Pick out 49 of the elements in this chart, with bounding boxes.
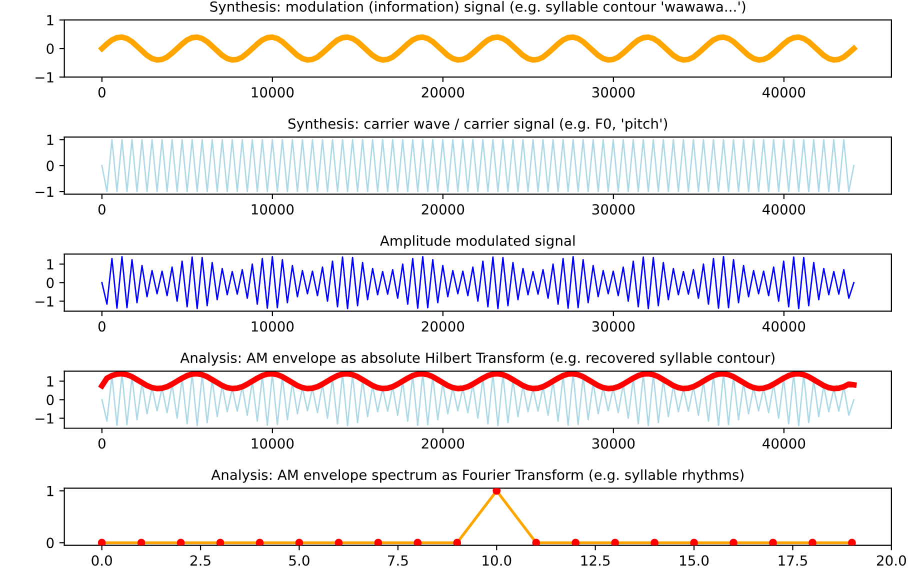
y-tick-label: 0 <box>46 160 54 172</box>
x-tick-label: 10000 <box>252 321 294 332</box>
line-series <box>101 256 855 310</box>
y-tick-label: 0 <box>46 278 54 288</box>
x-tick-label: 7.5 <box>388 555 408 566</box>
chart-title: Synthesis: carrier wave / carrier signal (e.g. F0, 'pitch') <box>288 118 668 132</box>
chart-title: Analysis: AM envelope as absolute Hilbert Transform (e.g. recovered syllable contour) <box>180 352 774 366</box>
x-tick-label: 30000 <box>592 438 635 449</box>
x-tick-label: 20000 <box>422 438 464 449</box>
x-tick-label: 17.5 <box>778 555 807 566</box>
x-tick-label: 10.0 <box>482 555 512 566</box>
x-tick-label: 0 <box>98 87 106 98</box>
x-tick-label: 30000 <box>592 321 635 332</box>
x-tick-label: 12.5 <box>581 555 610 566</box>
x-tick-label: 0 <box>98 204 106 215</box>
x-tick-label: 0.0 <box>92 555 112 566</box>
x-tick-label: 20000 <box>422 321 464 332</box>
y-tick-label: −1 <box>36 72 54 82</box>
x-tick-label: 0 <box>98 438 106 449</box>
x-tick-label: 10000 <box>252 87 294 98</box>
y-tick-label: 1 <box>47 486 54 496</box>
chart-title: Analysis: AM envelope spectrum as Fourier Transform (e.g. syllable rhythms) <box>211 469 744 483</box>
x-tick-label: 30000 <box>592 204 635 215</box>
y-tick-label: 0 <box>46 44 54 54</box>
y-tick-label: 1 <box>47 376 54 386</box>
x-tick-label: 0 <box>98 321 106 332</box>
y-tick-label: −1 <box>36 413 54 424</box>
y-tick-label: 1 <box>47 15 54 26</box>
y-tick-label: −1 <box>36 296 54 306</box>
x-tick-label: 20000 <box>422 204 464 215</box>
y-tick-label: 0 <box>46 538 54 548</box>
x-tick-label: 40000 <box>762 204 806 215</box>
x-tick-label: 40000 <box>762 321 806 332</box>
x-tick-label: 30000 <box>592 87 635 98</box>
x-tick-label: 20.0 <box>876 555 906 566</box>
chart-title: Amplitude modulated signal <box>380 235 575 249</box>
y-tick-label: 1 <box>47 134 54 145</box>
y-tick-label: 0 <box>46 394 54 406</box>
x-tick-label: 2.5 <box>190 555 210 566</box>
y-tick-label: 1 <box>47 259 54 270</box>
x-tick-label: 15.0 <box>680 555 709 566</box>
x-tick-label: 20000 <box>422 87 464 98</box>
x-tick-label: 5.0 <box>289 555 310 566</box>
y-tick-label: −1 <box>36 186 54 197</box>
x-tick-label: 40000 <box>762 87 806 98</box>
x-tick-label: 10000 <box>252 204 294 215</box>
chart-title: Synthesis: modulation (information) signal (e.g. syllable contour 'wawawa...') <box>210 1 746 15</box>
x-tick-label: 10000 <box>252 438 294 449</box>
x-tick-label: 40000 <box>762 438 806 449</box>
